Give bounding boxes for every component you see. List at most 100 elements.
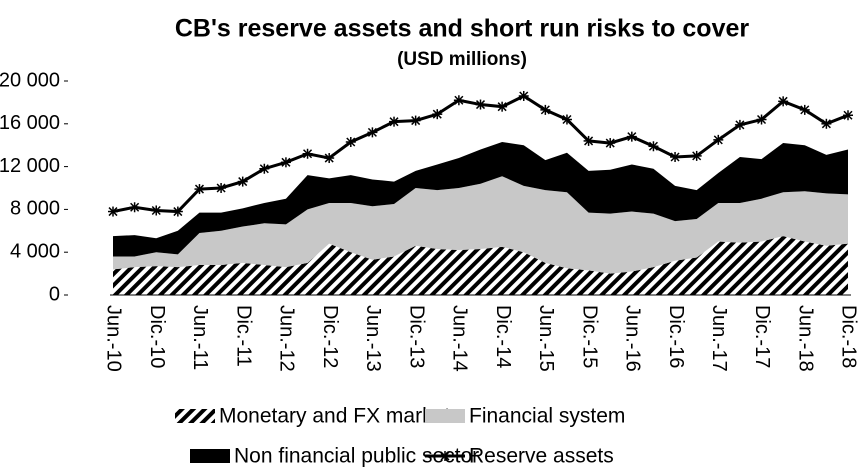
marker xyxy=(151,205,162,216)
marker-stroke xyxy=(778,96,788,106)
marker xyxy=(302,148,313,159)
marker xyxy=(475,99,486,110)
marker xyxy=(280,157,291,168)
area xyxy=(113,141,848,257)
marker-stroke xyxy=(411,116,421,126)
x-tick-label: Jun.-15 xyxy=(535,305,557,372)
x-tick-label: Jun.-12 xyxy=(276,305,298,372)
marker-stroke xyxy=(821,119,831,129)
marker-stroke xyxy=(800,105,810,115)
x-tick-label: Dic.-14 xyxy=(492,305,514,368)
marker xyxy=(194,184,205,195)
legend-swatch xyxy=(175,409,215,423)
chart-title: CB's reserve assets and short run risks … xyxy=(175,15,750,43)
x-tick-label: Jun.-10 xyxy=(103,305,125,372)
marker-stroke xyxy=(259,164,269,174)
marker-stroke xyxy=(713,135,723,145)
marker xyxy=(518,90,529,101)
marker xyxy=(648,141,659,152)
marker-stroke xyxy=(519,91,529,101)
marker xyxy=(367,127,378,138)
marker-stroke xyxy=(130,202,140,212)
legend-label: Monetary and FX markets xyxy=(219,405,461,428)
x-tick-label: Jun.-16 xyxy=(622,305,644,372)
marker xyxy=(713,134,724,145)
x-tick-label: Dic.-15 xyxy=(578,305,600,368)
x-tick-label: Jun.-14 xyxy=(449,305,471,372)
y-tick-label: 8 000 xyxy=(10,198,60,220)
x-tick-label: Dic.-10 xyxy=(146,305,168,368)
marker-stroke xyxy=(670,152,680,162)
marker xyxy=(172,206,183,217)
marker-stroke xyxy=(562,114,572,125)
marker xyxy=(778,96,789,107)
marker-stroke xyxy=(194,184,205,194)
marker-stroke xyxy=(440,451,450,461)
area xyxy=(113,236,848,295)
marker xyxy=(497,101,508,112)
marker xyxy=(843,110,853,121)
marker-stroke xyxy=(238,177,248,187)
marker-stroke xyxy=(281,157,291,167)
marker-stroke xyxy=(648,141,658,151)
marker-stroke xyxy=(324,153,334,163)
marker xyxy=(691,150,702,161)
marker-stroke xyxy=(735,120,745,130)
marker xyxy=(453,95,464,106)
marker xyxy=(324,153,335,164)
marker xyxy=(129,202,140,213)
marker-stroke xyxy=(497,102,507,112)
marker-stroke xyxy=(627,132,637,142)
marker xyxy=(432,109,443,120)
x-tick-label: Dic.-11 xyxy=(232,305,254,367)
marker xyxy=(670,151,681,162)
marker xyxy=(756,114,767,125)
marker-stroke xyxy=(756,114,767,125)
x-tick-label: Dic.-12 xyxy=(319,305,341,368)
marker xyxy=(259,163,270,174)
marker xyxy=(108,206,118,217)
x-tick-label: Dic.-13 xyxy=(405,305,427,368)
y-tick-label: 12 000 xyxy=(0,155,60,177)
marker xyxy=(583,135,594,146)
marker xyxy=(540,104,551,115)
marker-stroke xyxy=(454,95,464,105)
x-tick-label: Jun.-13 xyxy=(362,305,384,372)
x-tick-label: Jun.-11 xyxy=(189,305,211,370)
marker-stroke xyxy=(346,137,356,147)
marker-stroke xyxy=(692,151,702,161)
marker-stroke xyxy=(843,110,853,120)
y-tick-label: 16 000 xyxy=(0,112,60,134)
marker xyxy=(345,136,356,147)
marker xyxy=(821,118,832,129)
x-tick-label: Dic.-16 xyxy=(665,305,687,368)
marker xyxy=(626,131,637,142)
marker-stroke xyxy=(303,149,313,159)
marker-stroke xyxy=(367,127,377,137)
marker-stroke xyxy=(540,105,550,115)
y-tick-label: 0 xyxy=(49,283,60,305)
legend-marker xyxy=(440,451,450,461)
marker-stroke xyxy=(584,136,594,146)
marker xyxy=(410,115,421,126)
y-tick-label: 20 000 xyxy=(0,69,60,91)
legend-label: Non financial public sector xyxy=(234,445,479,468)
marker-stroke xyxy=(173,207,183,217)
marker-stroke xyxy=(475,100,486,110)
marker xyxy=(799,104,810,115)
chart-subtitle: (USD millions) xyxy=(397,49,527,70)
x-tick-label: Dic.-18 xyxy=(838,305,860,368)
y-tick-label: 4 000 xyxy=(10,240,60,262)
area xyxy=(113,176,848,274)
marker xyxy=(216,183,227,193)
legend-label: Financial system xyxy=(469,405,625,428)
legend-swatch xyxy=(425,409,465,423)
marker-stroke xyxy=(389,117,399,127)
marker xyxy=(237,176,248,187)
legend-label: Reserve assets xyxy=(469,445,614,468)
marker xyxy=(561,114,572,125)
x-tick-label: Jun.-17 xyxy=(708,305,730,372)
marker-stroke xyxy=(151,205,161,216)
marker-stroke xyxy=(216,183,226,193)
